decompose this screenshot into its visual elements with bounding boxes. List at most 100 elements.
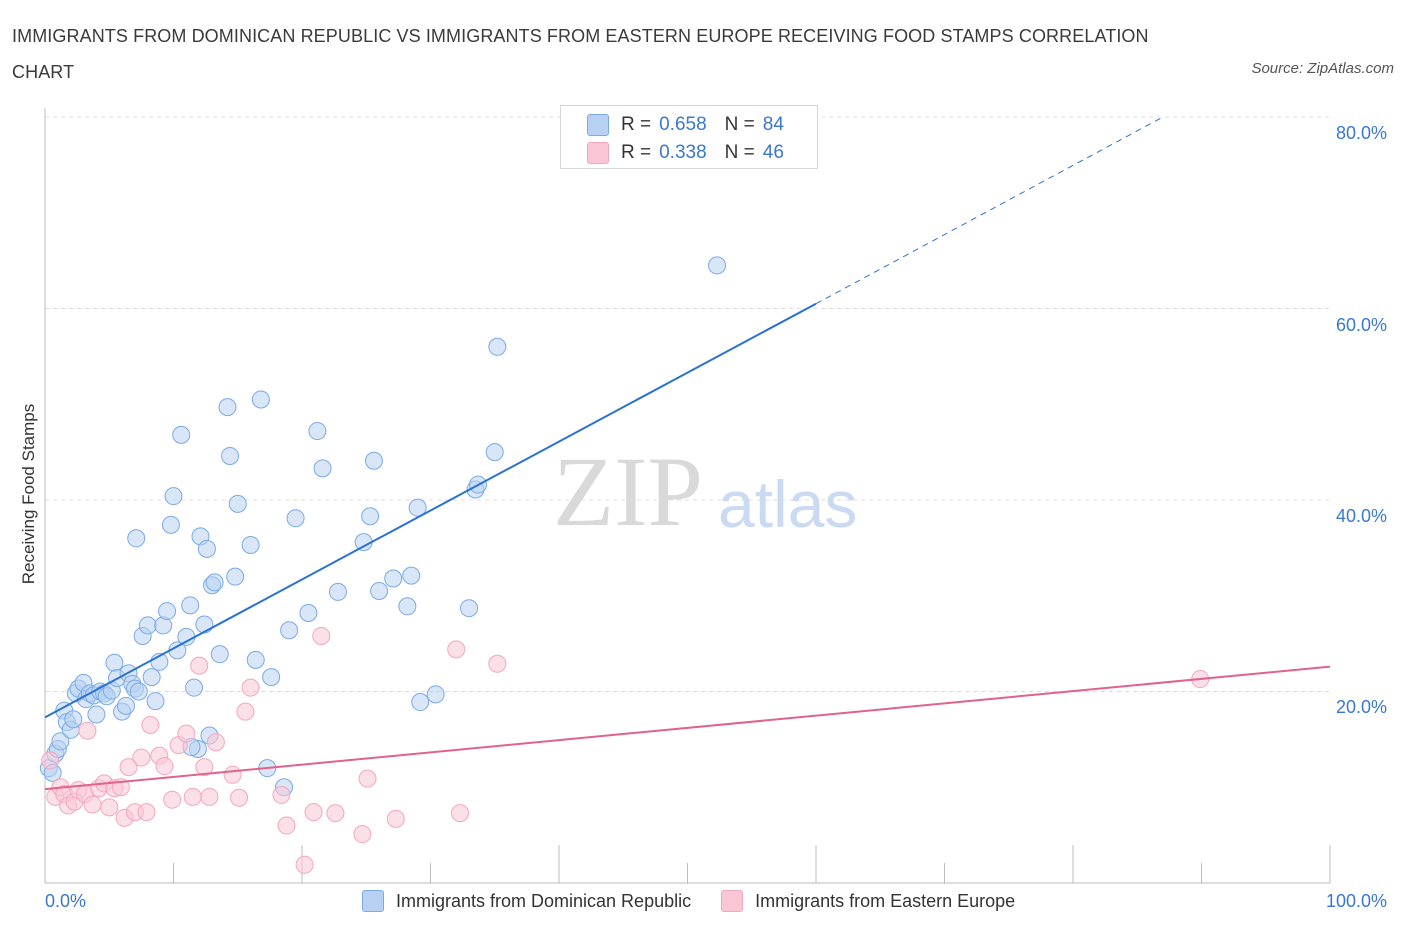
dominican-point bbox=[398, 597, 417, 616]
dominican-point bbox=[299, 603, 318, 622]
dominican-point bbox=[197, 539, 216, 558]
dominican-point bbox=[51, 732, 70, 751]
dominican-point bbox=[241, 536, 260, 555]
dominican-point bbox=[411, 693, 430, 712]
dominican-point bbox=[221, 446, 240, 465]
dominican-point bbox=[485, 443, 504, 462]
eastern-europe-point bbox=[132, 748, 151, 767]
legend-row-eastern-europe: R = 0.338 N = 46 bbox=[587, 141, 784, 165]
dominican-point bbox=[210, 645, 229, 664]
r-value: 0.338 bbox=[659, 142, 707, 163]
pink-swatch-icon bbox=[721, 890, 744, 912]
dominican-point bbox=[64, 710, 83, 729]
eastern-europe-point bbox=[163, 790, 182, 809]
eastern-europe-point bbox=[312, 626, 331, 645]
n-label: N = bbox=[724, 114, 755, 135]
dominican-point bbox=[488, 337, 507, 356]
eastern-europe-point bbox=[241, 678, 260, 697]
pink-swatch-icon bbox=[587, 142, 609, 164]
eastern-europe-point bbox=[195, 758, 214, 777]
n-value: 84 bbox=[762, 114, 784, 135]
eastern-europe-point bbox=[177, 724, 196, 743]
eastern-europe-point bbox=[183, 787, 202, 806]
dominican-point bbox=[226, 567, 245, 586]
eastern-europe-point bbox=[353, 825, 372, 844]
dominican-point bbox=[460, 599, 479, 618]
dominican-trend-line bbox=[44, 302, 817, 719]
dominican-point bbox=[177, 627, 196, 646]
dominican-point bbox=[87, 705, 106, 724]
dominican-point bbox=[129, 682, 148, 701]
dominican-point bbox=[251, 390, 270, 409]
r-value: 0.658 bbox=[659, 114, 707, 135]
eastern-europe-trend-line bbox=[44, 665, 1331, 791]
eastern-europe-point bbox=[119, 758, 138, 777]
eastern-europe-point bbox=[78, 721, 97, 740]
y-tick-label: 40.0% bbox=[1336, 506, 1388, 526]
dominican-point bbox=[313, 459, 332, 478]
dominican-point bbox=[127, 529, 146, 548]
dominican-point bbox=[195, 615, 214, 634]
eastern-europe-point bbox=[451, 804, 470, 823]
dominican-point bbox=[185, 678, 204, 697]
eastern-europe-point bbox=[41, 751, 60, 770]
dominican-point bbox=[361, 507, 380, 526]
dominican-point bbox=[286, 509, 305, 528]
dominican-point bbox=[280, 621, 299, 640]
eastern-europe-point bbox=[190, 656, 209, 675]
y-tick-label: 20.0% bbox=[1336, 697, 1388, 717]
dominican-point bbox=[402, 566, 421, 585]
r-label: R = bbox=[621, 142, 652, 163]
eastern-europe-point bbox=[326, 804, 345, 823]
correlation-legend: R = 0.658 N = 84 R = 0.338 N = 46 bbox=[560, 105, 818, 169]
dominican-point bbox=[384, 569, 403, 588]
eastern-europe-point bbox=[295, 855, 314, 874]
legend-label: Immigrants from Eastern Europe bbox=[755, 890, 1016, 911]
eastern-europe-point bbox=[230, 788, 249, 807]
eastern-europe-point bbox=[447, 640, 466, 659]
dominican-trend-extension bbox=[815, 116, 1164, 305]
dominican-point bbox=[161, 515, 180, 534]
eastern-europe-point bbox=[488, 654, 507, 673]
dominican-point bbox=[708, 256, 727, 275]
dominican-point bbox=[228, 494, 247, 513]
r-label: R = bbox=[621, 114, 652, 135]
blue-swatch-icon bbox=[587, 114, 609, 136]
dominican-point bbox=[246, 650, 265, 669]
eastern-europe-point bbox=[100, 798, 119, 817]
eastern-europe-point bbox=[277, 816, 296, 835]
blue-swatch-icon bbox=[362, 890, 384, 912]
dominican-point bbox=[142, 668, 161, 687]
n-value: 46 bbox=[762, 142, 784, 163]
eastern-europe-point bbox=[358, 769, 377, 788]
eastern-europe-point bbox=[155, 757, 174, 776]
legend-item-dominican: Immigrants from Dominican Republic bbox=[362, 890, 691, 912]
eastern-europe-point bbox=[83, 795, 102, 814]
dominican-point bbox=[164, 487, 183, 506]
dominican-point bbox=[116, 696, 135, 715]
eastern-europe-point bbox=[304, 803, 323, 822]
y-tick-label: 60.0% bbox=[1336, 315, 1388, 335]
dominican-point bbox=[328, 582, 347, 601]
legend-row-dominican: R = 0.658 N = 84 bbox=[587, 113, 784, 137]
dominican-point bbox=[138, 616, 157, 635]
y-tick-label: 80.0% bbox=[1336, 123, 1388, 143]
dominican-point bbox=[172, 425, 191, 444]
legend-item-eastern-europe: Immigrants from Eastern Europe bbox=[721, 890, 1015, 912]
eastern-europe-point bbox=[272, 785, 291, 804]
dominican-point bbox=[262, 668, 281, 687]
dominican-point bbox=[181, 596, 200, 615]
watermark-atlas: atlas bbox=[718, 467, 857, 541]
source-label: Source: ZipAtlas.com bbox=[1251, 60, 1394, 77]
series-legend: Immigrants from Dominican Republic Immig… bbox=[362, 890, 1045, 912]
eastern-europe-point bbox=[206, 733, 225, 752]
chart-title: IMMIGRANTS FROM DOMINICAN REPUBLIC VS IM… bbox=[12, 26, 1149, 82]
eastern-europe-point bbox=[386, 809, 405, 828]
dominican-point bbox=[218, 398, 237, 417]
watermark-zip: ZIP bbox=[553, 436, 703, 547]
dominican-point bbox=[158, 602, 177, 621]
dominican-point bbox=[364, 451, 383, 470]
eastern-europe-point bbox=[137, 803, 156, 822]
eastern-europe-point bbox=[236, 702, 255, 721]
x-tick-label: 0.0% bbox=[45, 891, 87, 911]
